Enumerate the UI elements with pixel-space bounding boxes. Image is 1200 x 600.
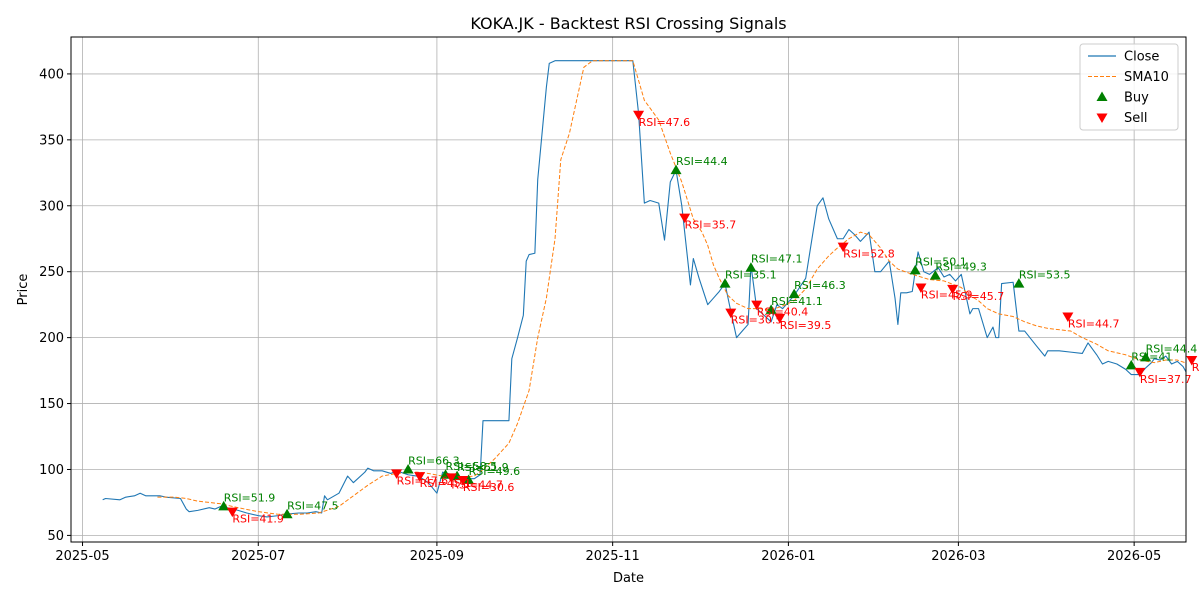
y-tick-label: 100 xyxy=(39,463,64,478)
buy-marker xyxy=(463,474,475,485)
sell-rsi-label: RSI=45.1 xyxy=(420,477,472,490)
sell-marker xyxy=(445,473,457,483)
sell-rsi-label: RSI=52.8 xyxy=(843,248,895,261)
close-line xyxy=(102,60,1186,518)
buy-rsi-label: RSI=50.1 xyxy=(915,255,967,268)
x-tick-label: 2025-11 xyxy=(585,549,639,564)
x-tick-label: 2026-05 xyxy=(1107,549,1161,564)
buy-rsi-label: RSI=44.4 xyxy=(676,155,728,168)
x-axis-label: Date xyxy=(613,571,644,586)
buy-marker xyxy=(909,264,921,275)
sell-rsi-label: RSI=30.5 xyxy=(731,314,783,327)
y-axis-label: Price xyxy=(16,274,31,306)
y-tick-label: 50 xyxy=(47,529,64,544)
sell-rsi-label: RSI=40.4 xyxy=(757,306,809,319)
sell-marker xyxy=(947,284,959,295)
y-tick-label: 350 xyxy=(39,133,64,148)
y-tick-label: 150 xyxy=(39,397,64,412)
sell-rsi-label: RSI=45.7 xyxy=(953,290,1005,303)
buy-marker xyxy=(765,304,777,314)
sell-marker xyxy=(679,213,691,224)
buy-rsi-label: RSI=35.1 xyxy=(725,269,777,282)
x-tick-label: 2025-09 xyxy=(410,549,464,564)
x-tick-label: 2026-01 xyxy=(761,549,815,564)
buy-marker xyxy=(788,288,800,299)
buy-marker xyxy=(1013,278,1025,288)
buy-rsi-label: RSI=44.4 xyxy=(1146,342,1198,355)
buy-rsi-label: RSI=46.3 xyxy=(794,279,846,292)
chart-title: KOKA.JK - Backtest RSI Crossing Signals xyxy=(470,14,786,33)
buy-rsi-label: RSI=51.9 xyxy=(224,491,276,504)
buy-rsi-label: RSI=58.5 xyxy=(446,460,498,473)
sell-rsi-label: RSI=44.7 xyxy=(1068,318,1120,331)
sell-rsi-label: RSI=39.5 xyxy=(780,319,832,332)
buy-rsi-label: RSI=66.3 xyxy=(408,454,460,467)
buy-marker xyxy=(745,262,757,272)
plot-frame xyxy=(70,36,1187,543)
buy-marker xyxy=(1125,359,1137,370)
buy-rsi-label: RSI=53.5 xyxy=(1019,269,1071,282)
buy-rsi-label: RSI=49.3 xyxy=(935,261,987,274)
sell-rsi-label: RSI=37.7 xyxy=(1140,373,1192,386)
sell-rsi-label: RSI=47.6 xyxy=(397,474,449,487)
y-tick-label: 400 xyxy=(39,67,64,82)
sell-marker xyxy=(774,313,786,324)
buy-marker xyxy=(1140,351,1152,362)
legend-box xyxy=(1079,43,1179,131)
x-tick-label: 2025-07 xyxy=(231,549,285,564)
buy-marker xyxy=(719,278,731,288)
sell-marker xyxy=(915,283,927,294)
sell-marker xyxy=(414,472,426,482)
sell-marker xyxy=(1186,356,1198,366)
sell-marker xyxy=(725,308,737,319)
sell-rsi-label: RSI=47.6 xyxy=(639,116,691,129)
sell-marker xyxy=(751,300,763,311)
sell-marker xyxy=(633,110,645,121)
sell-rsi-label: RSI=45.9 xyxy=(921,289,973,302)
legend: Close SMA10 Buy Sell xyxy=(1079,43,1179,131)
sell-marker xyxy=(457,476,469,486)
axes: 2025-05 2025-07 2025-09 2025-11 2026-01 2026-… xyxy=(39,67,1161,564)
buy-marker xyxy=(281,508,293,519)
x-tick-label: 2026-03 xyxy=(931,549,985,564)
buy-rsi-label: RSI=41.1 xyxy=(771,295,823,308)
legend-buy-swatch xyxy=(1096,91,1108,101)
buy-marker xyxy=(218,500,230,511)
buy-marker xyxy=(670,164,682,175)
legend-label-close: Close xyxy=(1124,50,1159,65)
legend-sell-swatch xyxy=(1096,113,1108,123)
sell-rsi-label: RSI=43.6 xyxy=(1192,361,1200,374)
buy-rsi-label: RSI=47.5 xyxy=(287,499,339,512)
y-tick-label: 300 xyxy=(39,199,64,214)
buy-marker xyxy=(929,270,941,280)
sell-marker xyxy=(391,469,403,479)
buy-marker xyxy=(402,463,414,474)
x-tick-label: 2025-05 xyxy=(55,549,109,564)
buy-rsi-label: RSI=47.1 xyxy=(751,253,803,266)
sell-marker xyxy=(226,507,238,518)
y-tick-label: 250 xyxy=(39,265,64,280)
legend-label-buy: Buy xyxy=(1124,91,1149,106)
y-tick-label: 200 xyxy=(39,331,64,346)
legend-label-sma10: SMA10 xyxy=(1124,70,1169,85)
sell-marker xyxy=(1062,312,1074,323)
legend-label-sell: Sell xyxy=(1124,111,1147,126)
grid xyxy=(71,37,1186,542)
sell-marker xyxy=(1134,367,1146,378)
sell-rsi-label: RSI=35.7 xyxy=(685,219,737,232)
signal-markers: RSI=51.9RSI=47.5RSI=66.3RSI=58.5RSI=51.9… xyxy=(218,110,1200,526)
buy-rsi-label: RSI=51.9 xyxy=(457,461,509,474)
sell-rsi-label: RSI=30.6 xyxy=(463,481,515,494)
sell-rsi-label: RSI=41.9 xyxy=(232,513,284,526)
buy-rsi-label: RSI=49.6 xyxy=(469,465,521,478)
sell-marker xyxy=(837,242,849,253)
